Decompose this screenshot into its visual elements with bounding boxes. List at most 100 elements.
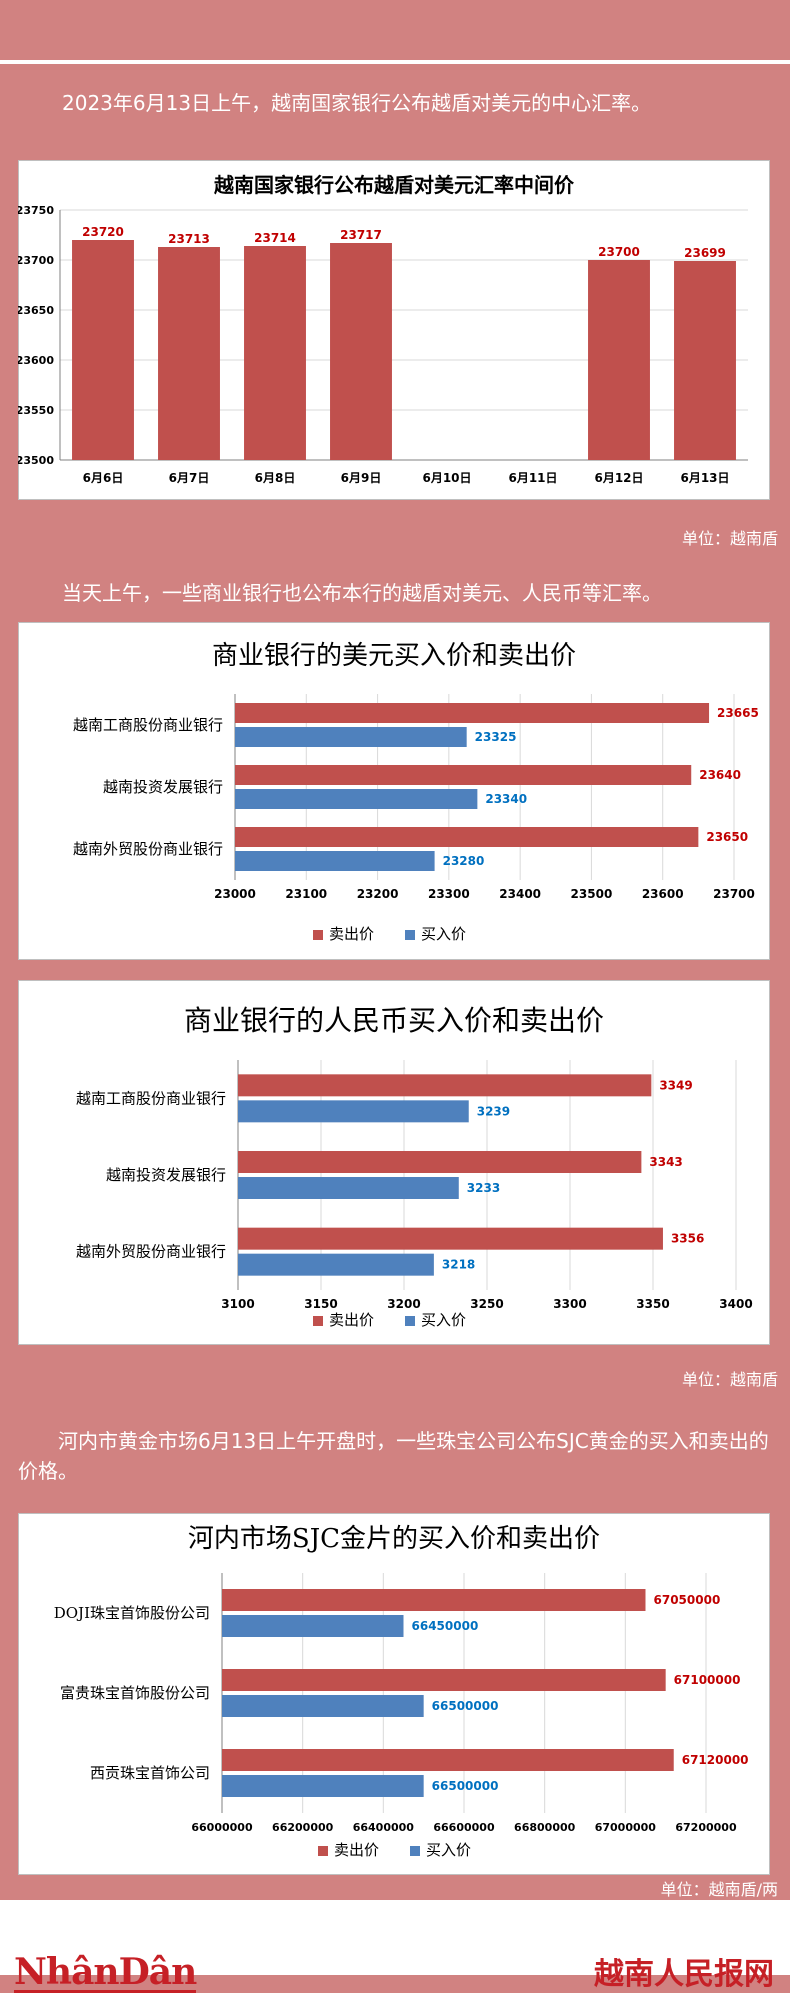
bar — [238, 1100, 469, 1123]
nhandan-logo[interactable]: NhânDân — [14, 1951, 197, 1993]
bar — [72, 240, 134, 460]
bar — [235, 827, 699, 847]
data-label: 3349 — [659, 1078, 692, 1092]
bar — [222, 1775, 424, 1797]
x-tick-label: 6月12日 — [594, 471, 643, 485]
bar — [238, 1177, 459, 1199]
legend-label: 卖出价 — [334, 1841, 379, 1859]
data-label: 66450000 — [412, 1619, 479, 1633]
data-label: 3356 — [671, 1232, 704, 1246]
bar — [222, 1669, 666, 1691]
intro-paragraph-1: 2023年6月13日上午，越南国家银行公布越盾对美元的中心汇率。 — [62, 91, 652, 115]
bar — [235, 703, 710, 723]
bar — [244, 246, 306, 460]
x-tick-label: 3400 — [719, 1297, 752, 1311]
x-tick-label: 66200000 — [272, 1821, 334, 1834]
category-label: DOJI珠宝首饰股份公司 — [54, 1604, 210, 1622]
data-label: 23665 — [717, 706, 759, 720]
bar — [222, 1695, 424, 1717]
x-tick-label: 6月13日 — [680, 471, 729, 485]
chart-title: 商业银行的人民币买入价和卖出价 — [184, 1004, 604, 1037]
legend-label: 卖出价 — [329, 925, 374, 943]
x-tick-label: 23200 — [357, 887, 399, 901]
data-label: 23650 — [706, 830, 748, 844]
bar — [330, 243, 392, 460]
x-tick-label: 66400000 — [353, 1821, 415, 1834]
category-label: 越南外贸股份商业银行 — [73, 840, 223, 858]
x-tick-label: 3200 — [387, 1297, 420, 1311]
bar — [235, 851, 435, 871]
legend-swatch — [313, 1316, 323, 1326]
x-tick-label: 6月10日 — [422, 471, 471, 485]
legend-label: 卖出价 — [329, 1311, 374, 1329]
data-label: 3218 — [442, 1258, 475, 1272]
footer-band — [0, 1900, 790, 1975]
unit-label-3: 单位：越南盾/两 — [660, 1880, 778, 1899]
bar — [674, 261, 736, 460]
x-tick-label: 3100 — [221, 1297, 254, 1311]
nhandan-logo-text: NhânDân — [14, 1951, 197, 1993]
x-tick-label: 23600 — [642, 887, 684, 901]
legend-swatch — [410, 1846, 420, 1856]
site-name-logo[interactable]: 越南人民报网 — [594, 1957, 774, 1992]
data-label: 23720 — [82, 225, 124, 239]
x-tick-label: 23400 — [499, 887, 541, 901]
intro-paragraph-3: 河内市黄金市场6月13日上午开盘时，一些珠宝公司公布SJC黄金的买入和卖出的价格… — [18, 1429, 769, 1483]
data-label: 23325 — [475, 730, 517, 744]
legend-swatch — [405, 1316, 415, 1326]
x-tick-label: 23700 — [713, 887, 755, 901]
chart-border — [18, 980, 770, 1345]
legend-label: 买入价 — [421, 1311, 466, 1329]
data-label: 3343 — [649, 1155, 682, 1169]
x-tick-label: 6月11日 — [508, 471, 557, 485]
category-label: 越南工商股份商业银行 — [73, 716, 223, 734]
data-label: 3239 — [477, 1104, 510, 1118]
chart-panel-gold: 河内市场SJC金片的买入价和卖出价 66000000 66200000 6640000… — [18, 1513, 770, 1875]
y-tick-label: 23500 — [18, 454, 54, 467]
unit-label-2: 单位：越南盾 — [681, 1370, 778, 1389]
chart-usd-rates: 商业银行的美元买入价和卖出价 23000 23100 23200 23300 23400 2… — [18, 622, 770, 960]
y-tick-label: 23750 — [18, 204, 54, 217]
bar — [238, 1074, 652, 1097]
legend-label: 买入价 — [426, 1841, 471, 1859]
bar — [238, 1151, 642, 1173]
chart-gold-prices: 河内市场SJC金片的买入价和卖出价 66000000 66200000 6640000… — [18, 1513, 770, 1875]
bar — [235, 727, 467, 747]
x-tick-label: 67200000 — [675, 1821, 737, 1834]
y-tick-label: 23650 — [18, 304, 54, 317]
category-label: 越南投资发展银行 — [103, 778, 223, 796]
x-tick-label: 66800000 — [514, 1821, 576, 1834]
x-tick-label: 66600000 — [433, 1821, 495, 1834]
data-label: 67100000 — [674, 1673, 741, 1687]
data-label: 3233 — [467, 1181, 500, 1195]
unit-label-1: 单位：越南盾 — [681, 529, 778, 548]
legend-label: 买入价 — [421, 925, 466, 943]
bar — [222, 1589, 646, 1611]
chart-border — [18, 1513, 770, 1875]
bar — [235, 789, 478, 809]
x-tick-label: 23500 — [571, 887, 613, 901]
x-tick-label: 3250 — [470, 1297, 503, 1311]
chart-border — [18, 622, 770, 960]
category-label: 富贵珠宝首饰股份公司 — [60, 1684, 210, 1702]
intro-paragraph-2: 当天上午，一些商业银行也公布本行的越盾对美元、人民币等汇率。 — [62, 581, 662, 605]
data-label: 23640 — [699, 768, 741, 782]
chart-title: 越南国家银行公布越盾对美元汇率中间价 — [213, 173, 575, 197]
x-tick-label: 6月7日 — [169, 471, 210, 485]
x-tick-label: 23000 — [214, 887, 256, 901]
data-label: 67120000 — [682, 1753, 749, 1767]
legend-swatch — [405, 930, 415, 940]
data-label: 23713 — [168, 232, 210, 246]
category-label: 西贡珠宝首饰公司 — [90, 1764, 210, 1782]
x-tick-label: 67000000 — [595, 1821, 657, 1834]
data-label: 23280 — [443, 854, 485, 868]
chart-title: 河内市场SJC金片的买入价和卖出价 — [188, 1524, 600, 1554]
data-label: 23714 — [254, 231, 296, 245]
category-label: 越南工商股份商业银行 — [76, 1089, 226, 1107]
x-tick-label: 66000000 — [191, 1821, 253, 1834]
data-label: 23699 — [684, 246, 726, 260]
data-label: 67050000 — [654, 1593, 721, 1607]
x-tick-label: 6月8日 — [255, 471, 296, 485]
x-tick-label: 23100 — [285, 887, 327, 901]
chart-border — [18, 160, 770, 500]
